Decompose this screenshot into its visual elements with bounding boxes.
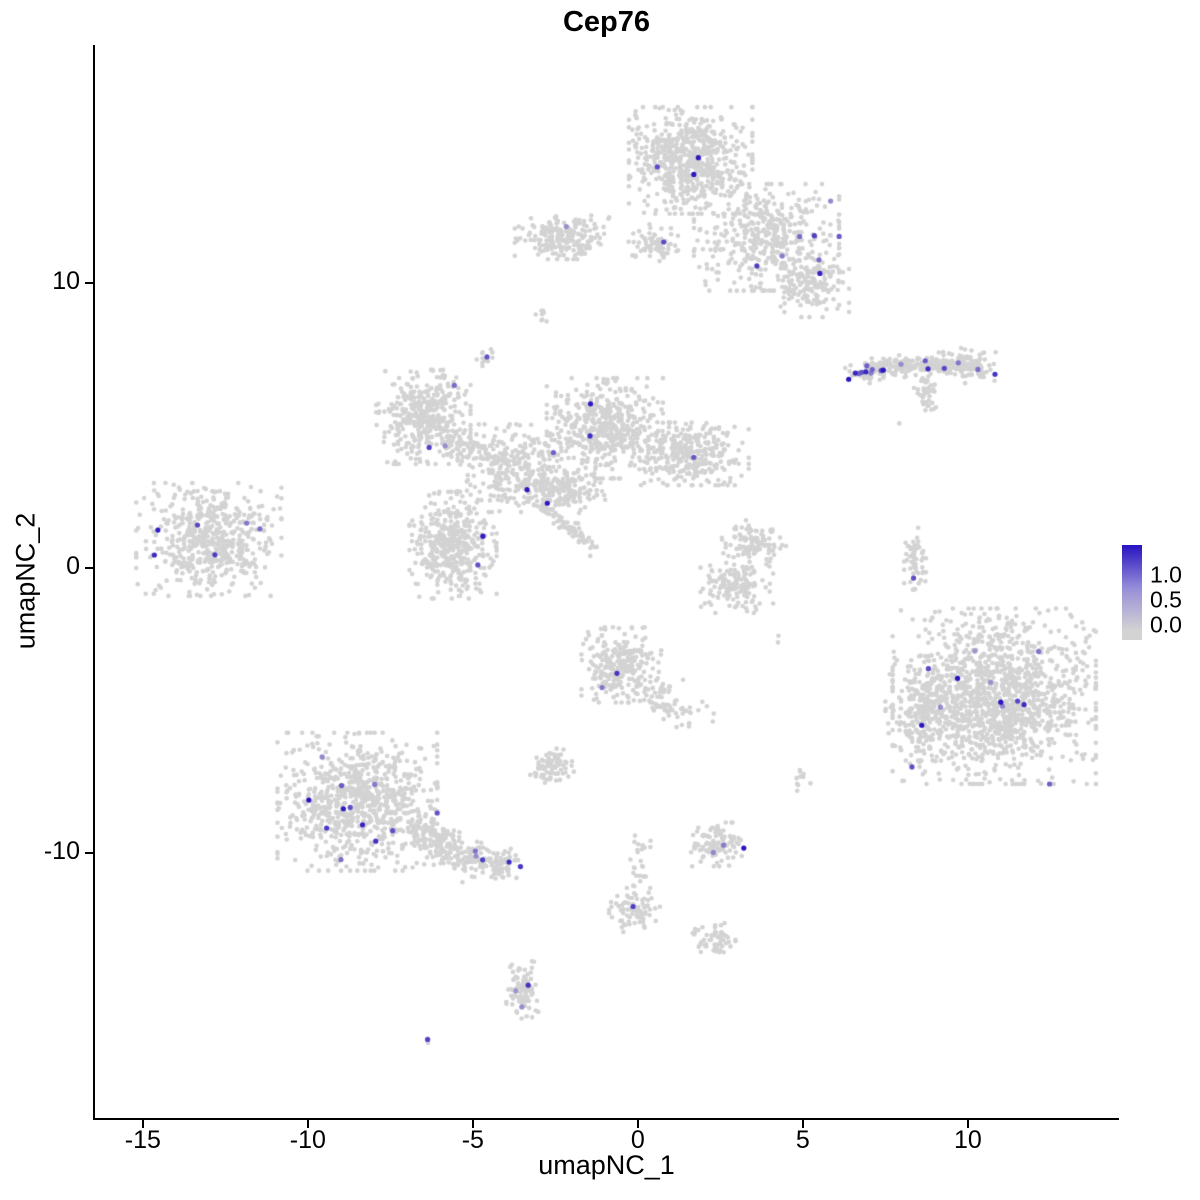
x-tick-label: -10	[289, 1126, 326, 1154]
x-tick-label: 10	[953, 1126, 982, 1154]
y-tick-mark	[85, 566, 93, 569]
y-tick-mark	[85, 851, 93, 854]
legend-label-mid: 0.5	[1150, 586, 1182, 613]
x-axis-line	[93, 1118, 1119, 1120]
x-tick-mark	[801, 1120, 804, 1128]
y-tick-mark	[85, 281, 93, 284]
x-tick-label: -15	[124, 1126, 161, 1154]
x-tick-mark	[966, 1120, 969, 1128]
y-tick-label: -10	[43, 837, 80, 866]
x-tick-mark	[471, 1120, 474, 1128]
x-tick-mark	[306, 1120, 309, 1128]
y-tick-label: 0	[66, 552, 80, 581]
legend-label-high: 1.0	[1150, 561, 1182, 588]
chart-title: Cep76	[562, 6, 651, 38]
y-axis-line	[93, 45, 95, 1120]
x-axis-label: umapNC_1	[538, 1150, 675, 1180]
x-tick-label: 0	[630, 1126, 645, 1154]
y-axis-label: umapNC_2	[10, 512, 41, 650]
x-tick-mark	[636, 1120, 639, 1128]
legend-label-low: 0.0	[1150, 611, 1182, 638]
legend-gradient-bar	[1122, 545, 1142, 640]
x-tick-mark	[141, 1120, 144, 1128]
legend: 1.0 0.5 0.0	[1122, 545, 1200, 645]
x-tick-label: -5	[461, 1126, 484, 1154]
y-tick-label: 10	[52, 267, 80, 296]
x-tick-label: 5	[795, 1126, 810, 1154]
